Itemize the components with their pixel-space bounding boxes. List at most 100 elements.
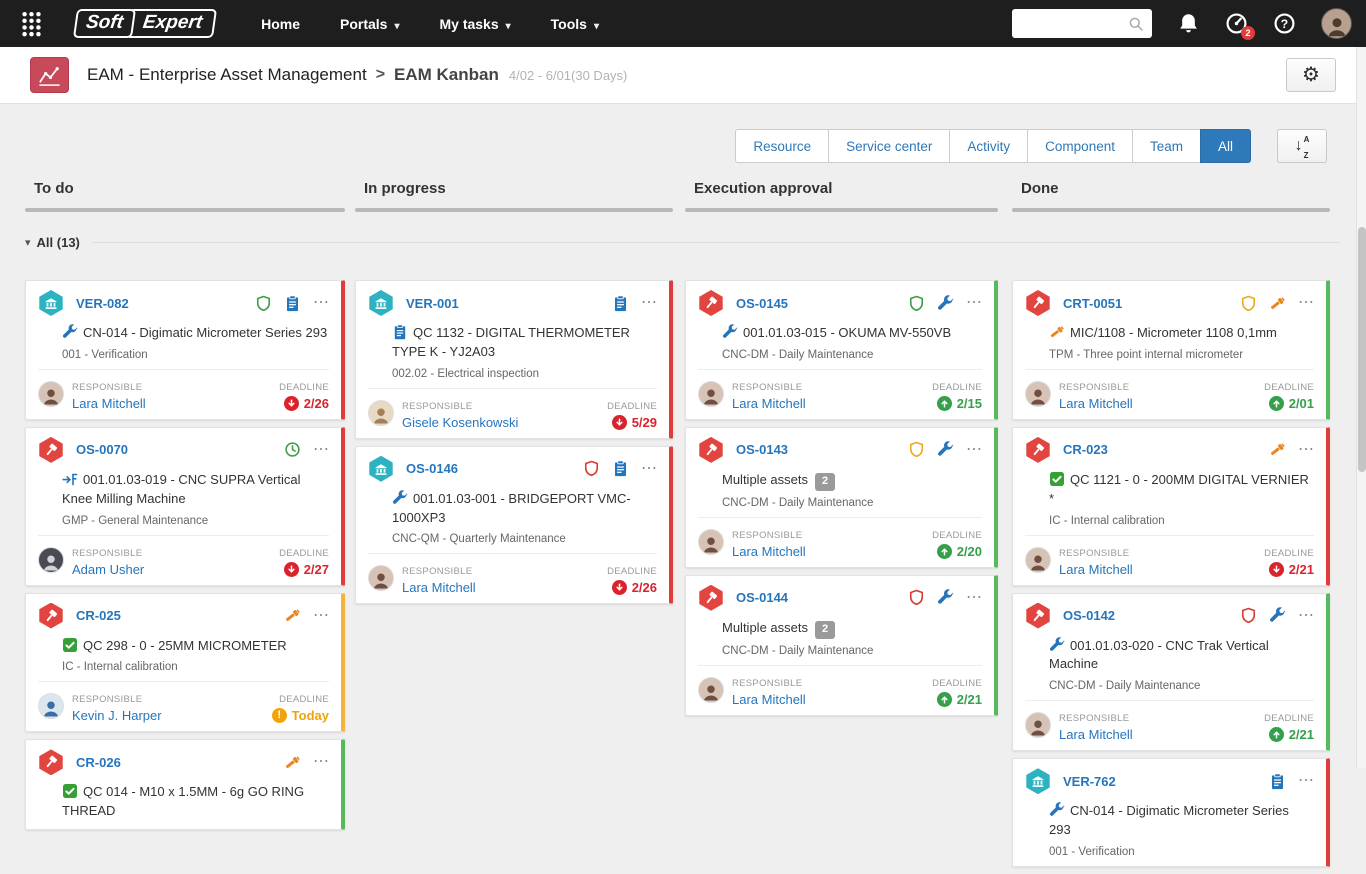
shield-icon[interactable] (1240, 295, 1257, 312)
deadline-label: DEADLINE (607, 566, 657, 578)
responsible-link[interactable]: Gisele Kosenkowski (402, 414, 519, 430)
apps-grid-icon[interactable] (21, 11, 42, 37)
card-menu-icon[interactable] (1298, 776, 1314, 786)
menu-tools[interactable]: Tools (531, 0, 619, 47)
responsible-link[interactable]: Lara Mitchell (732, 691, 806, 707)
filter-team-button[interactable]: Team (1131, 129, 1201, 163)
menu-home[interactable]: Home (261, 15, 300, 32)
filter-activity-button[interactable]: Activity (949, 129, 1029, 163)
caret-down-icon[interactable] (25, 233, 31, 251)
column-title: To do (34, 180, 74, 197)
card-id-link[interactable]: OS-0145 (736, 295, 789, 311)
card-menu-icon[interactable] (641, 464, 657, 474)
card-menu-icon[interactable] (1298, 445, 1314, 455)
logo-soft-text: Soft (72, 9, 136, 38)
card-id-link[interactable]: OS-0146 (406, 461, 459, 477)
card-menu-icon[interactable] (313, 611, 329, 621)
kanban-card[interactable]: VER-001 QC 1132 - DIGITAL THERMOMETER TY… (355, 280, 673, 439)
micrometer-icon[interactable] (1269, 441, 1286, 458)
shield-icon[interactable] (908, 441, 925, 458)
inspection-icon[interactable] (1269, 773, 1286, 790)
inspection-icon[interactable] (612, 460, 629, 477)
pending-tasks-gauge-icon[interactable]: 2 (1225, 12, 1255, 40)
wrench-icon[interactable] (937, 294, 954, 312)
card-id-link[interactable]: VER-762 (1063, 773, 1116, 789)
responsible-link[interactable]: Lara Mitchell (732, 543, 806, 559)
global-search-box[interactable] (1012, 9, 1152, 38)
micrometer-icon[interactable] (284, 607, 301, 624)
responsible-label: RESPONSIBLE (402, 566, 473, 578)
card-id-link[interactable]: CR-025 (76, 608, 121, 624)
micrometer-icon[interactable] (1269, 295, 1286, 312)
card-id-link[interactable]: CR-026 (76, 754, 121, 770)
card-menu-icon[interactable] (966, 445, 982, 455)
search-input[interactable] (1020, 15, 1128, 32)
card-id-link[interactable]: OS-0070 (76, 442, 129, 458)
wrench-icon[interactable] (937, 441, 954, 458)
kanban-card[interactable]: CR-026 QC 014 - M10 x 1.5MM - 6g GO RING… (25, 739, 345, 831)
responsible-link[interactable]: Lara Mitchell (1059, 727, 1133, 743)
kanban-card[interactable]: OS-0142 001.01.03-020 - CNC Trak Vertica… (1012, 592, 1330, 752)
micrometer-icon[interactable] (284, 754, 301, 771)
card-id-link[interactable]: CRT-0051 (1063, 295, 1123, 311)
kanban-card[interactable]: CR-023 QC 1121 - 0 - 200MM DIGITAL VERNI… (1012, 426, 1330, 586)
card-menu-icon[interactable] (313, 757, 329, 767)
sort-button[interactable] (1277, 129, 1327, 163)
notifications-bell-icon[interactable] (1177, 12, 1200, 35)
card-menu-icon[interactable] (966, 593, 982, 603)
shield-icon[interactable] (1240, 607, 1257, 624)
card-id-link[interactable]: OS-0142 (1063, 608, 1116, 624)
kanban-card[interactable]: CRT-0051 MIC/1108 - Micrometer 1108 0,1m… (1012, 280, 1330, 420)
card-id-link[interactable]: OS-0143 (736, 442, 789, 458)
card-menu-icon[interactable] (1298, 611, 1314, 621)
responsible-link[interactable]: Lara Mitchell (1059, 561, 1133, 577)
shield-icon[interactable] (908, 295, 925, 312)
responsible-link[interactable]: Adam Usher (72, 561, 145, 577)
search-icon[interactable] (1128, 16, 1144, 32)
filter-all-button[interactable]: All (1199, 129, 1251, 163)
menu-portals[interactable]: Portals (320, 0, 420, 47)
card-id-link[interactable]: VER-082 (76, 295, 129, 311)
kanban-card[interactable]: VER-762 CN-014 - Digimatic Micrometer Se… (1012, 758, 1330, 867)
kanban-card[interactable]: OS-0070 001.01.03-019 - CNC SUPRA Vertic… (25, 426, 345, 586)
card-id-link[interactable]: OS-0144 (736, 590, 789, 606)
card-menu-icon[interactable] (313, 298, 329, 308)
kanban-card[interactable]: OS-0145 001.01.03-015 - OKUMA MV-550VB C… (685, 280, 998, 420)
card-id-link[interactable]: CR-023 (1063, 442, 1108, 458)
filter-resource-button[interactable]: Resource (735, 129, 830, 163)
menu-my-tasks[interactable]: My tasks (419, 0, 530, 47)
verification-hexagon-icon (369, 290, 393, 316)
user-avatar[interactable] (1321, 8, 1352, 39)
shield-icon[interactable] (583, 460, 600, 477)
responsible-link[interactable]: Lara Mitchell (72, 395, 146, 411)
kanban-card[interactable]: CR-025 QC 298 - 0 - 25MM MICROMETER IC -… (25, 592, 345, 733)
card-id-link[interactable]: VER-001 (406, 295, 459, 311)
shield-icon[interactable] (908, 589, 925, 606)
settings-button[interactable] (1286, 58, 1336, 92)
group-label[interactable]: All (13) (36, 234, 80, 250)
card-menu-icon[interactable] (313, 445, 329, 455)
responsible-link[interactable]: Kevin J. Harper (72, 708, 162, 724)
responsible-link[interactable]: Lara Mitchell (402, 580, 476, 596)
card-menu-icon[interactable] (966, 298, 982, 308)
card-menu-icon[interactable] (641, 298, 657, 308)
responsible-link[interactable]: Lara Mitchell (732, 395, 806, 411)
kanban-card[interactable]: VER-082 CN-014 - Digimatic Micrometer Se… (25, 280, 345, 420)
vertical-scrollbar[interactable] (1356, 47, 1366, 768)
clock-icon[interactable] (284, 441, 301, 458)
filter-component-button[interactable]: Component (1027, 129, 1133, 163)
shield-icon[interactable] (255, 295, 272, 312)
responsible-link[interactable]: Lara Mitchell (1059, 395, 1133, 411)
wrench-icon[interactable] (937, 589, 954, 606)
help-icon[interactable] (1273, 12, 1296, 35)
wrench-icon[interactable] (1269, 607, 1286, 624)
inspection-icon[interactable] (284, 294, 301, 312)
scrollbar-thumb[interactable] (1358, 227, 1366, 472)
kanban-card[interactable]: OS-0146 001.01.03-001 - BRIDGEPORT VMC-1… (355, 445, 673, 605)
filter-service-center-button[interactable]: Service center (828, 129, 951, 163)
inspection-icon[interactable] (612, 294, 629, 312)
card-menu-icon[interactable] (1298, 298, 1314, 308)
softexpert-logo[interactable]: Soft Expert (72, 9, 218, 38)
